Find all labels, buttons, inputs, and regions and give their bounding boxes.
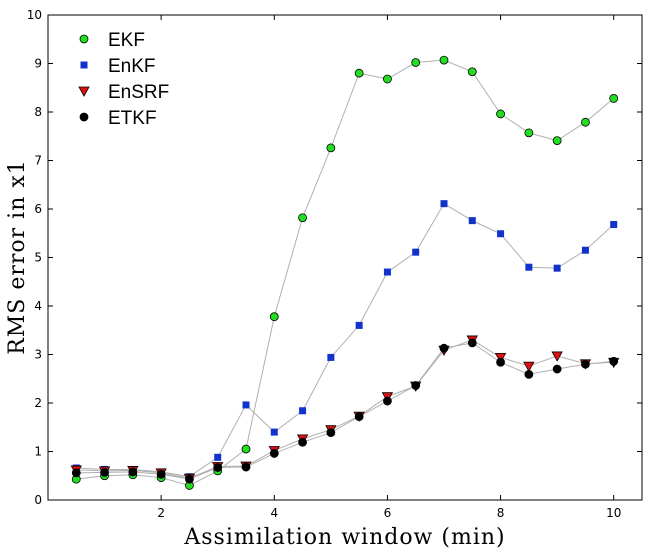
series-line-ekf — [76, 59, 615, 486]
legend-marker-ekf — [79, 34, 89, 44]
point-etkf — [383, 396, 392, 406]
y-tick-label: 0 — [34, 493, 42, 507]
point-enkf — [299, 407, 307, 415]
x-tick-label: 8 — [497, 506, 505, 520]
series-line-ensrf — [76, 339, 614, 479]
point-etkf — [496, 357, 505, 367]
legend-label-ekf: EKF — [108, 30, 145, 51]
point-ekf — [496, 109, 505, 119]
point-enkf — [270, 428, 278, 436]
point-etkf — [128, 467, 138, 477]
point-etkf — [213, 463, 223, 472]
point-enkf — [242, 401, 250, 409]
point-ekf — [581, 117, 590, 127]
legend-marker-enkf — [80, 61, 88, 69]
y-axis-label: RMS error in x1 — [5, 159, 30, 355]
y-tick-label: 9 — [34, 57, 42, 71]
point-enkf — [553, 264, 561, 272]
point-ekf — [354, 68, 364, 78]
point-ekf — [269, 312, 279, 322]
point-ekf — [609, 94, 619, 103]
y-tick-label: 8 — [34, 105, 42, 119]
y-tick-label: 7 — [34, 154, 42, 168]
point-enkf — [497, 230, 505, 238]
x-tick-label: 2 — [157, 506, 165, 520]
point-ensrf — [523, 361, 535, 372]
legend: EKF EnKF EnSRF ETKF — [78, 30, 169, 129]
x-tick-label: 6 — [384, 506, 392, 520]
legend-marker-ensrf — [78, 86, 90, 97]
point-etkf — [298, 437, 307, 447]
point-etkf — [552, 364, 562, 374]
point-ekf — [411, 58, 421, 67]
y-tick-label: 6 — [34, 202, 42, 216]
point-ekf — [524, 128, 534, 138]
legend-label-etkf: ETKF — [108, 108, 157, 129]
point-enkf — [355, 321, 363, 329]
point-etkf — [269, 449, 279, 458]
y-tick-label: 4 — [34, 299, 42, 313]
point-etkf — [581, 359, 590, 369]
y-tick-label: 5 — [34, 251, 42, 265]
point-etkf — [185, 474, 194, 484]
point-ekf — [241, 444, 251, 454]
point-enkf — [440, 200, 448, 208]
point-ensrf — [551, 351, 563, 362]
point-etkf — [354, 412, 364, 421]
point-ekf — [439, 55, 449, 65]
point-ekf — [298, 213, 307, 223]
point-enkf — [610, 221, 618, 229]
axes: 0 1 2 3 4 5 6 7 8 9 10 2 4 6 8 10 — [27, 8, 642, 520]
y-tick-label: 3 — [34, 348, 42, 362]
point-etkf — [609, 356, 619, 366]
point-ekf — [467, 67, 477, 77]
series-lines — [76, 59, 615, 486]
series-markers — [70, 55, 620, 490]
point-etkf — [467, 338, 477, 348]
point-etkf — [100, 467, 109, 477]
series-line-enkf — [76, 202, 615, 478]
point-enkf — [581, 246, 589, 254]
point-etkf — [524, 369, 534, 379]
point-enkf — [468, 217, 476, 225]
point-ekf — [552, 136, 562, 146]
series-line-etkf — [76, 342, 614, 480]
point-ekf — [383, 74, 392, 84]
point-etkf — [439, 343, 449, 353]
x-tick-label: 4 — [270, 506, 278, 520]
point-enkf — [383, 268, 391, 276]
point-enkf — [214, 453, 222, 461]
legend-label-enkf: EnKF — [108, 56, 156, 77]
point-etkf — [241, 462, 251, 472]
point-etkf — [411, 381, 421, 390]
point-etkf — [326, 428, 336, 437]
y-tick-label: 10 — [27, 8, 42, 22]
point-ekf — [326, 143, 336, 153]
point-etkf — [156, 469, 166, 479]
legend-marker-etkf — [79, 112, 89, 122]
y-tick-label: 1 — [34, 445, 42, 459]
x-tick-label: 10 — [606, 506, 621, 520]
legend-label-ensrf: EnSRF — [108, 82, 169, 103]
x-axis-label: Assimilation window (min) — [183, 525, 505, 550]
y-tick-label: 2 — [34, 396, 42, 410]
point-enkf — [525, 263, 533, 271]
point-enkf — [412, 248, 420, 256]
point-etkf — [71, 468, 81, 478]
point-enkf — [327, 353, 335, 361]
